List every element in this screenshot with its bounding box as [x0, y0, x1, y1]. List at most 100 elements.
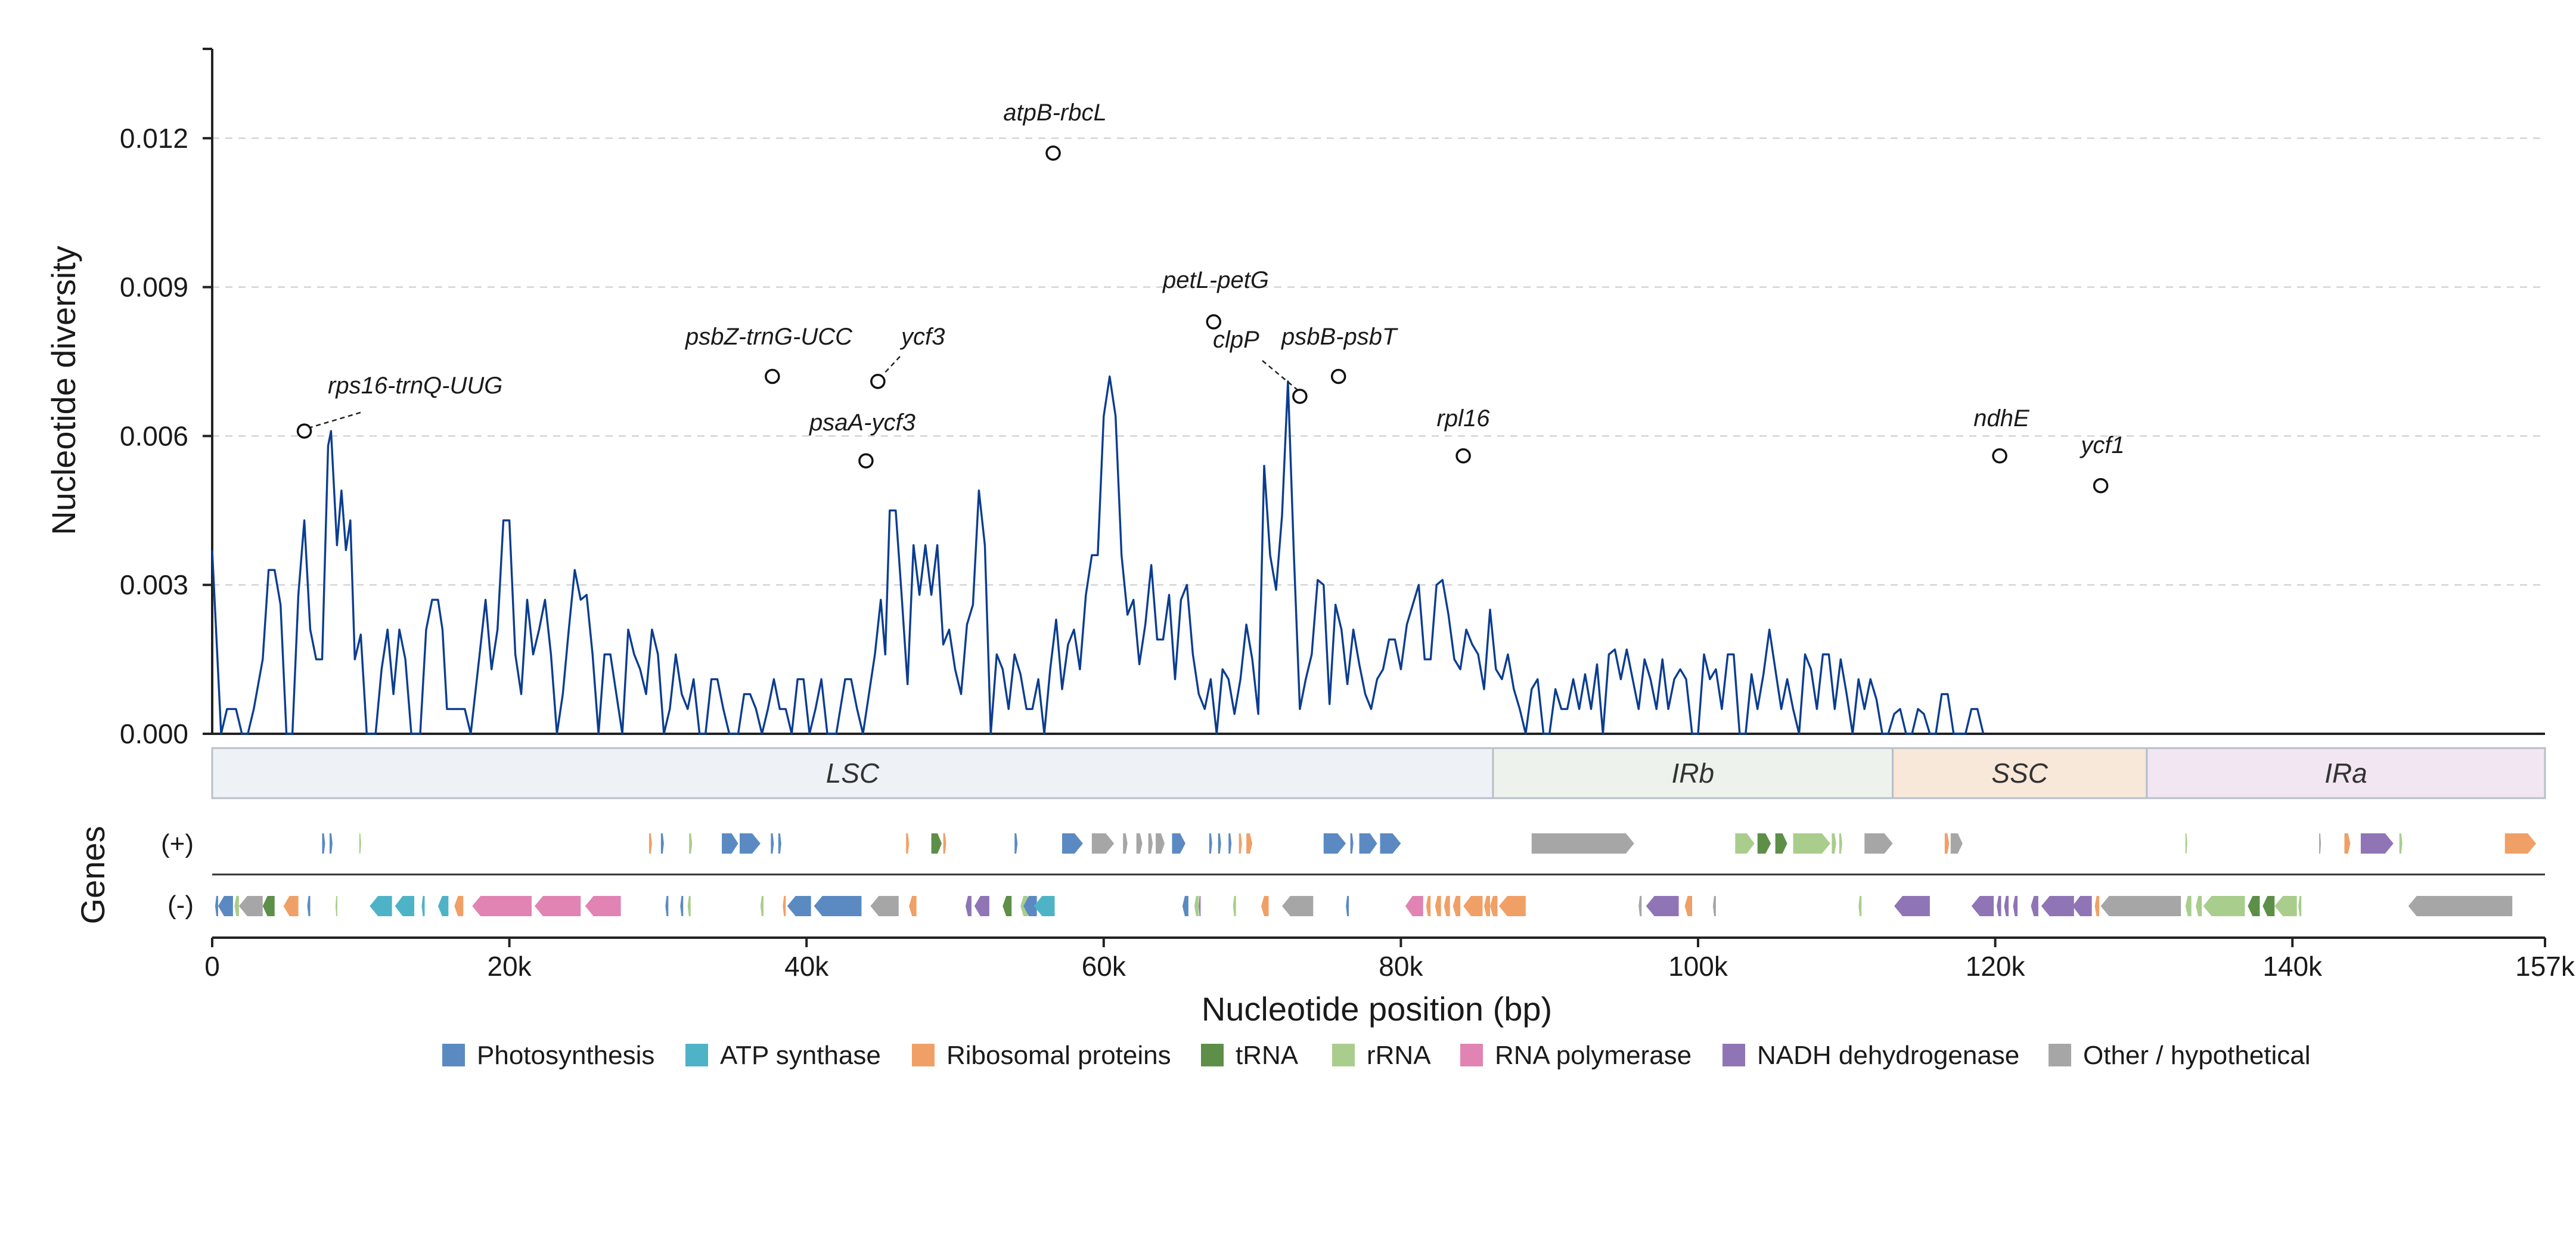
x-tick-label: 0 [204, 951, 220, 982]
gene-arrow [2031, 896, 2038, 916]
gene-arrow [2408, 896, 2513, 916]
gene-arrow [1323, 833, 1346, 854]
gene-arrow [1757, 833, 1771, 854]
gene-arrow [787, 896, 811, 916]
gene-arrow [2274, 896, 2297, 916]
gene-arrow [1793, 833, 1830, 854]
gene-arrow [931, 833, 942, 854]
y-axis-title: Nucleotide diversity [45, 246, 82, 535]
x-tick-label: 100k [1668, 951, 1728, 982]
gene-arrow [585, 896, 621, 916]
gene-arrow [740, 833, 761, 854]
peak-leader-line [883, 356, 901, 375]
gene-arrow [687, 896, 691, 916]
gene-arrow [2072, 896, 2092, 916]
gene-arrow [238, 896, 263, 916]
legend-label: ATP synthase [720, 1041, 881, 1070]
gene-arrow [1182, 896, 1188, 916]
gene-arrow [648, 833, 652, 854]
gene-arrow [771, 833, 774, 854]
peak-label: psbZ-trnG-UCC [685, 324, 853, 350]
legend-swatch [442, 1044, 465, 1066]
gene-arrow [2344, 833, 2351, 854]
gene-arrow [335, 896, 337, 916]
legend-label: RNA polymerase [1495, 1041, 1692, 1070]
y-tick-label: 0.009 [120, 272, 188, 303]
region-lsc [211, 747, 1494, 799]
gene-arrow [1014, 833, 1018, 854]
peak-label: rpl16 [1437, 405, 1491, 432]
peak-marker [858, 453, 874, 469]
gene-arrow [1346, 896, 1349, 916]
gene-arrow [454, 896, 464, 916]
gene-arrow [665, 896, 669, 916]
legend-swatch [1722, 1044, 1745, 1066]
x-tick-label: 157k [2515, 951, 2575, 982]
gene-arrow [1209, 833, 1212, 854]
gene-track-title: Genes [74, 826, 111, 925]
y-tick-label: 0.003 [120, 569, 188, 600]
gene-arrow [1484, 896, 1490, 916]
x-tick-label: 120k [1966, 951, 2026, 982]
gene-arrow [974, 896, 989, 916]
region-irb [1492, 747, 1894, 799]
gene-arrow [1091, 833, 1115, 854]
axes: 0.000 0.003 0.006 0.009 0.012 0 20k 40k 60k 80k 10… [120, 48, 2575, 982]
gene-arrow [870, 896, 899, 916]
peak-annotations: rps16-trnQ-UUG psbZ-trnG-UCC psaA-ycf3 ycf3… [296, 100, 2125, 494]
peak-marker [1992, 448, 2007, 464]
gene-arrow [1380, 833, 1401, 854]
gene-arrow [534, 896, 581, 916]
gene-arrow [2185, 896, 2192, 916]
gene-arrow [1971, 896, 1994, 916]
region-label: SSC [1991, 758, 2048, 789]
legend-swatch [1201, 1044, 1224, 1066]
gene-arrow [1246, 833, 1253, 854]
gene-arrow [1435, 896, 1441, 916]
y-tick-label: 0.012 [120, 123, 188, 154]
gene-arrow [359, 833, 361, 854]
gene-arrow [2185, 833, 2187, 854]
gene-arrow [1453, 896, 1461, 916]
gene-arrow [1233, 896, 1236, 916]
peak-label: rps16-trnQ-UUG [328, 373, 502, 399]
legend: Photosynthesis ATP synthase Ribosomal prot… [442, 1041, 2311, 1070]
peak-marker [1330, 368, 1346, 384]
gene-arrow [1239, 833, 1242, 854]
peak-marker [2093, 477, 2109, 494]
gene-arrow [215, 896, 218, 916]
gene-arrow [1281, 896, 1314, 916]
gene-arrow [1359, 833, 1377, 854]
gene-arrow [2013, 896, 2018, 916]
region-label: IRb [1671, 758, 1714, 789]
legend-swatch [1332, 1044, 1355, 1066]
gene-arrow [322, 833, 325, 854]
x-tick-label: 60k [1082, 951, 1126, 982]
gene-arrow [2504, 833, 2537, 854]
gene-arrow [1735, 833, 1755, 854]
gene-arrow [2298, 896, 2302, 916]
gene-arrow [1864, 833, 1893, 854]
gene-arrow [218, 896, 233, 916]
gene-arrow [1148, 833, 1153, 854]
gene-arrow [1463, 896, 1483, 916]
legend-label: tRNA [1236, 1041, 1299, 1070]
peak-marker [1045, 145, 1061, 161]
gene-arrow [1498, 896, 1526, 916]
legend-swatch [1460, 1044, 1483, 1066]
gene-arrow [1023, 896, 1037, 916]
region-label: LSC [826, 758, 880, 789]
diversity-line [211, 375, 1985, 735]
gene-arrow [234, 896, 239, 916]
gene-arrow [307, 896, 311, 916]
gene-arrow [472, 896, 532, 916]
gene-arrow [2319, 833, 2321, 854]
gene-arrow [906, 833, 910, 854]
gene-arrow [1684, 896, 1693, 916]
x-tick-label: 20k [488, 951, 532, 982]
peak-label: psaA-ycf3 [809, 410, 915, 436]
peak-label: ycf3 [899, 324, 945, 350]
gene-arrow [1444, 896, 1450, 916]
gene-arrow [1003, 896, 1012, 916]
gene-arrow [2399, 833, 2403, 854]
